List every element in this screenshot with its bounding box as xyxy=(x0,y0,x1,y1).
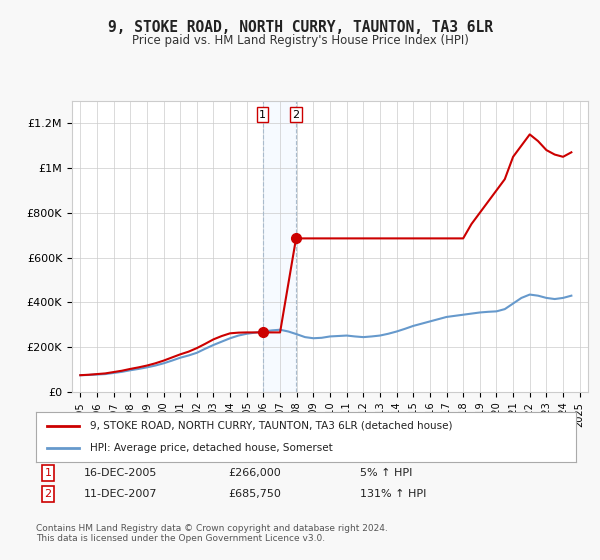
Text: HPI: Average price, detached house, Somerset: HPI: Average price, detached house, Some… xyxy=(90,443,333,453)
Text: 1: 1 xyxy=(44,468,52,478)
Text: Price paid vs. HM Land Registry's House Price Index (HPI): Price paid vs. HM Land Registry's House … xyxy=(131,34,469,46)
Bar xyxy=(263,101,296,392)
Text: 9, STOKE ROAD, NORTH CURRY, TAUNTON, TA3 6LR: 9, STOKE ROAD, NORTH CURRY, TAUNTON, TA3… xyxy=(107,20,493,35)
Text: £685,750: £685,750 xyxy=(228,489,281,499)
Text: Contains HM Land Registry data © Crown copyright and database right 2024.
This d: Contains HM Land Registry data © Crown c… xyxy=(36,524,388,543)
Text: £266,000: £266,000 xyxy=(228,468,281,478)
Text: 16-DEC-2005: 16-DEC-2005 xyxy=(84,468,157,478)
Text: 9, STOKE ROAD, NORTH CURRY, TAUNTON, TA3 6LR (detached house): 9, STOKE ROAD, NORTH CURRY, TAUNTON, TA3… xyxy=(90,421,452,431)
Text: 1: 1 xyxy=(259,110,266,119)
Text: 2: 2 xyxy=(44,489,52,499)
Text: 5% ↑ HPI: 5% ↑ HPI xyxy=(360,468,412,478)
Text: 11-DEC-2007: 11-DEC-2007 xyxy=(84,489,157,499)
Text: 131% ↑ HPI: 131% ↑ HPI xyxy=(360,489,427,499)
Text: 2: 2 xyxy=(292,110,299,119)
